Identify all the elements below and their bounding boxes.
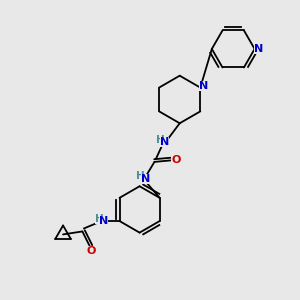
Text: H: H: [156, 135, 165, 145]
Text: N: N: [254, 44, 264, 54]
Text: H: H: [136, 171, 145, 181]
Text: H: H: [95, 214, 104, 224]
Text: N: N: [160, 137, 170, 147]
Text: N: N: [141, 174, 150, 184]
Text: O: O: [172, 155, 181, 165]
Text: N: N: [99, 216, 108, 226]
Text: N: N: [199, 81, 208, 91]
Text: O: O: [87, 246, 96, 256]
